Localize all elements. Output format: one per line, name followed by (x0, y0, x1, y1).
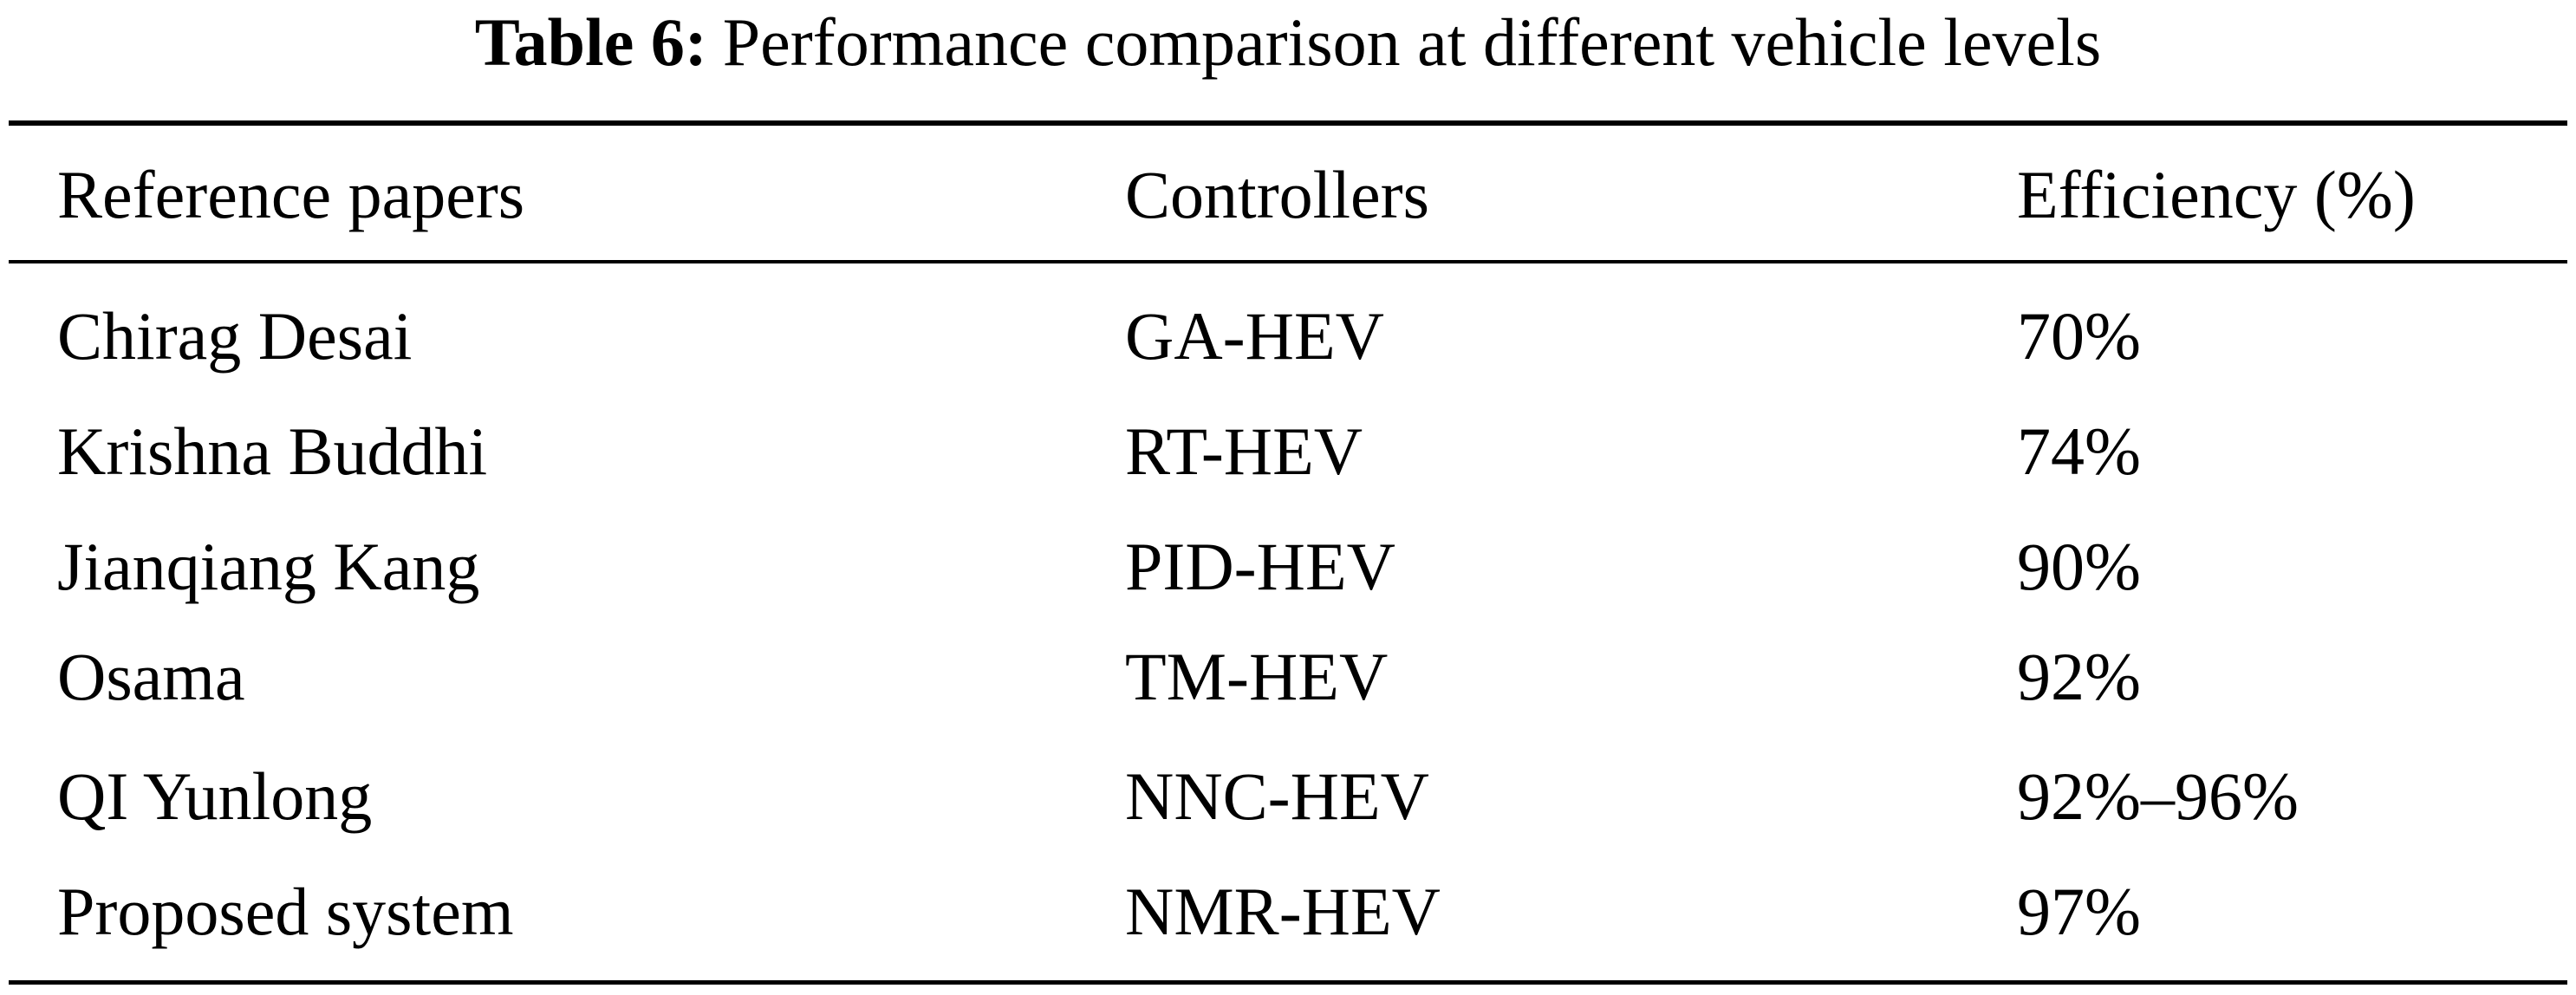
table-title: Table 6: Performance comparison at differ… (0, 3, 2576, 81)
header-reference-papers: Reference papers (57, 157, 525, 232)
header-controllers: Controllers (1125, 157, 1429, 232)
cell-reference-paper: QI Yunlong (57, 758, 373, 834)
top-rule (9, 120, 2567, 126)
cell-efficiency: 92%–96% (2017, 758, 2299, 834)
cell-efficiency: 97% (2017, 874, 2141, 949)
cell-efficiency: 92% (2017, 639, 2141, 714)
cell-controller: NNC-HEV (1125, 758, 1429, 834)
cell-controller: PID-HEV (1125, 529, 1395, 604)
cell-efficiency: 70% (2017, 298, 2141, 374)
header-rule (9, 260, 2567, 263)
bottom-rule (9, 980, 2567, 985)
cell-reference-paper: Chirag Desai (57, 298, 413, 374)
cell-controller: RT-HEV (1125, 413, 1363, 489)
cell-controller: GA-HEV (1125, 298, 1384, 374)
cell-efficiency: 74% (2017, 413, 2141, 489)
header-efficiency: Efficiency (%) (2017, 157, 2416, 232)
cell-controller: NMR-HEV (1125, 874, 1441, 949)
cell-reference-paper: Osama (57, 639, 245, 714)
cell-reference-paper: Krishna Buddhi (57, 413, 488, 489)
cell-reference-paper: Proposed system (57, 874, 514, 949)
cell-reference-paper: Jianqiang Kang (57, 529, 480, 604)
table-label: Table 6: (474, 4, 707, 80)
table-caption: Performance comparison at different vehi… (722, 4, 2102, 80)
cell-controller: TM-HEV (1125, 639, 1389, 714)
cell-efficiency: 90% (2017, 529, 2141, 604)
